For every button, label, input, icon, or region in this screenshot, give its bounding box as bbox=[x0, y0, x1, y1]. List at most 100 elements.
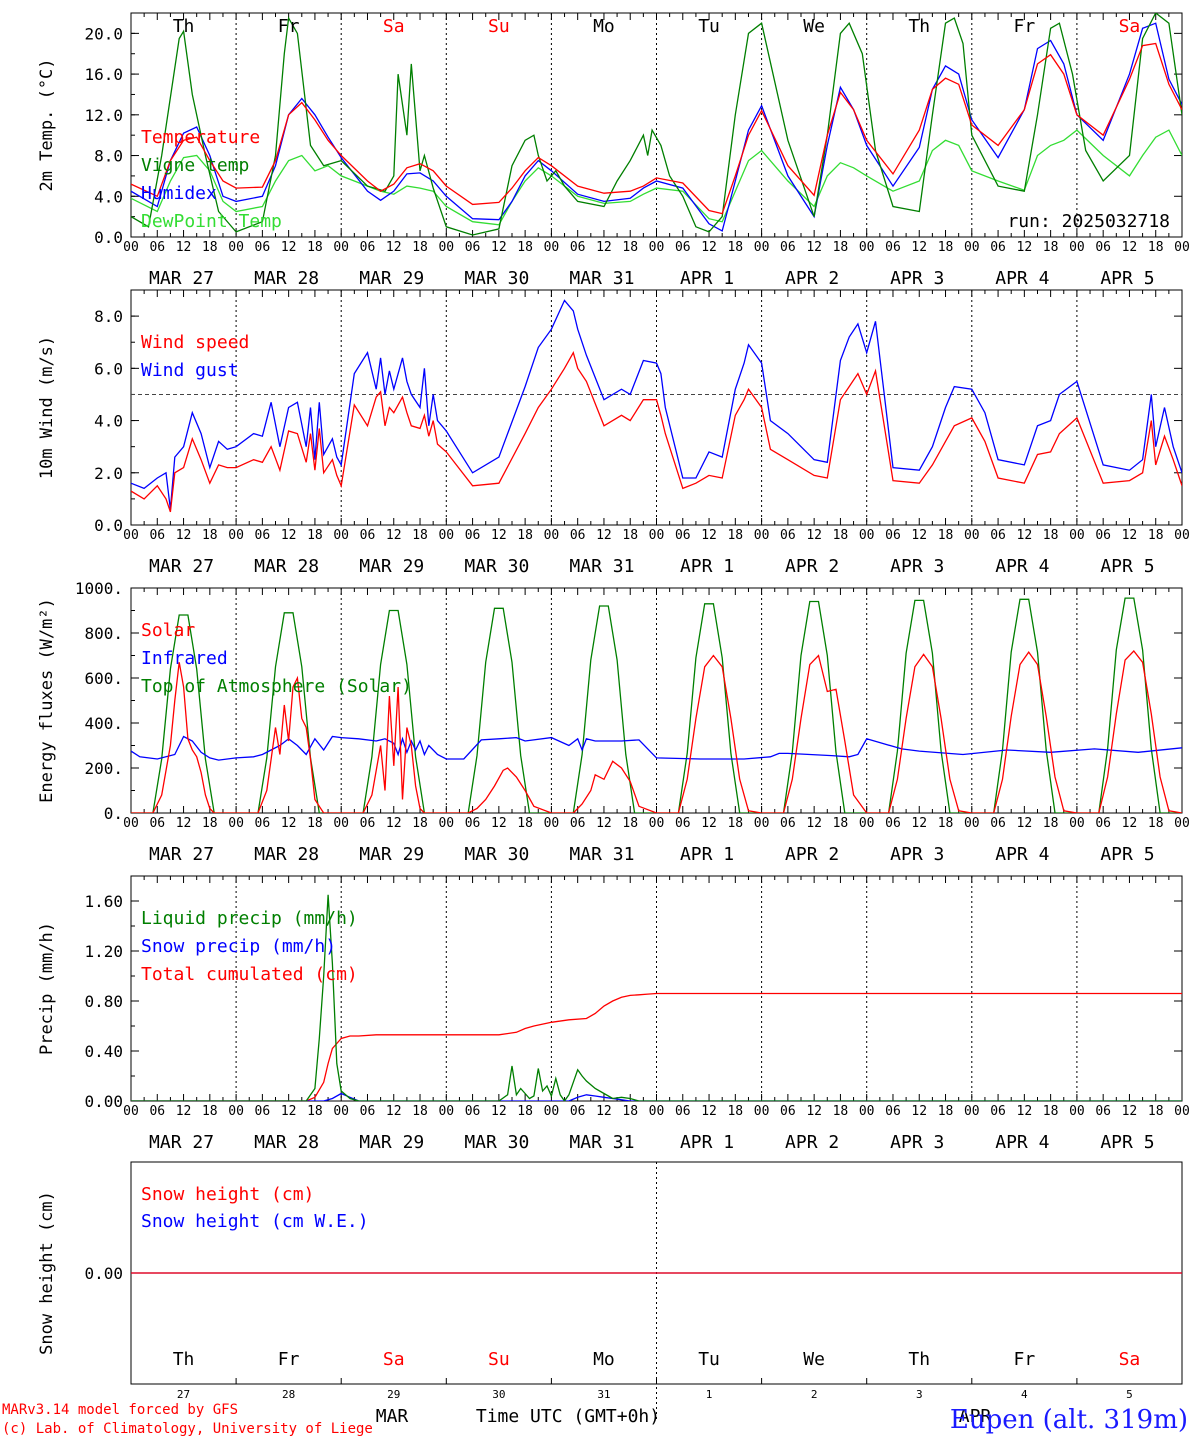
date-label: MAR 28 bbox=[254, 1132, 319, 1153]
hour-label: 00 bbox=[123, 240, 139, 255]
hour-label: 12 bbox=[281, 816, 297, 831]
series-line-wind-gust bbox=[131, 299, 1182, 510]
legend-snow-precip-mm-h-: Snow precip (mm/h) bbox=[141, 936, 336, 957]
hour-label: 06 bbox=[675, 528, 691, 543]
hour-label: 00 bbox=[228, 240, 244, 255]
hour-label: 12 bbox=[386, 1104, 402, 1119]
hour-label: 18 bbox=[727, 816, 743, 831]
hour-label: 18 bbox=[307, 816, 323, 831]
hour-label: 12 bbox=[176, 528, 192, 543]
hour-label: 12 bbox=[1017, 240, 1033, 255]
hour-label: 00 bbox=[964, 240, 980, 255]
month-label: APR bbox=[959, 1406, 992, 1427]
hour-label: 00 bbox=[333, 816, 349, 831]
day-name: Fr bbox=[278, 16, 300, 37]
day-name: Fr bbox=[1014, 1349, 1036, 1370]
hour-label: 12 bbox=[911, 528, 927, 543]
hour-label: 12 bbox=[1122, 1104, 1138, 1119]
y-tick-label: 1.20 bbox=[84, 942, 123, 961]
hour-label: 12 bbox=[1122, 816, 1138, 831]
hour-label: 00 bbox=[333, 240, 349, 255]
hour-label: 06 bbox=[149, 240, 165, 255]
date-label: MAR 28 bbox=[254, 556, 319, 577]
y-tick-label: 0.40 bbox=[84, 1042, 123, 1061]
y-tick-label: 20.0 bbox=[84, 24, 123, 43]
hour-label: 00 bbox=[649, 240, 665, 255]
hour-label: 06 bbox=[360, 240, 376, 255]
hour-label: 18 bbox=[938, 1104, 954, 1119]
y-tick-label: 0. bbox=[104, 804, 123, 823]
hour-label: 12 bbox=[911, 1104, 927, 1119]
date-label: MAR 29 bbox=[359, 556, 424, 577]
hour-label: 00 bbox=[649, 816, 665, 831]
date-label: APR 1 bbox=[680, 1132, 734, 1153]
hour-label: 00 bbox=[123, 528, 139, 543]
y-axis-label: Snow height (cm) bbox=[37, 1191, 57, 1355]
day-name: Tu bbox=[698, 16, 720, 37]
date-label: APR 1 bbox=[680, 844, 734, 865]
y-tick-label: 800. bbox=[84, 624, 123, 643]
y-tick-label: 6.0 bbox=[94, 359, 123, 378]
hour-label: 18 bbox=[938, 816, 954, 831]
series-line-liquid-precip-mm-h- bbox=[131, 894, 1182, 1101]
hour-label: 12 bbox=[701, 528, 717, 543]
hour-label: 18 bbox=[622, 528, 638, 543]
hour-label: 12 bbox=[1122, 240, 1138, 255]
date-label: MAR 31 bbox=[569, 556, 634, 577]
hour-label: 18 bbox=[727, 240, 743, 255]
date-label: APR 2 bbox=[785, 556, 839, 577]
day-name: Su bbox=[488, 16, 510, 37]
y-tick-label: 4.0 bbox=[94, 412, 123, 431]
day-number: 31 bbox=[597, 1388, 610, 1401]
hour-label: 00 bbox=[1069, 528, 1085, 543]
date-label: MAR 30 bbox=[464, 556, 529, 577]
y-axis-label: 10m Wind (m/s) bbox=[37, 336, 57, 479]
hour-label: 12 bbox=[1017, 816, 1033, 831]
date-label: APR 3 bbox=[890, 844, 944, 865]
hour-label: 00 bbox=[649, 1104, 665, 1119]
hour-label: 12 bbox=[281, 528, 297, 543]
y-tick-label: 8.0 bbox=[94, 307, 123, 326]
hour-label: 00 bbox=[1174, 240, 1190, 255]
hour-label: 06 bbox=[885, 240, 901, 255]
y-tick-label: 0.0 bbox=[94, 228, 123, 247]
hour-label: 06 bbox=[465, 528, 481, 543]
hour-label: 06 bbox=[675, 1104, 691, 1119]
hour-label: 00 bbox=[1069, 816, 1085, 831]
hour-label: 12 bbox=[596, 528, 612, 543]
hour-label: 06 bbox=[675, 240, 691, 255]
hour-label: 12 bbox=[596, 1104, 612, 1119]
hour-label: 06 bbox=[675, 816, 691, 831]
hour-label: 00 bbox=[1174, 528, 1190, 543]
date-label: MAR 29 bbox=[359, 268, 424, 289]
y-axis-label: Precip (mm/h) bbox=[37, 922, 57, 1055]
hour-label: 06 bbox=[570, 1104, 586, 1119]
hour-label: 18 bbox=[517, 528, 533, 543]
day-number: 29 bbox=[387, 1388, 400, 1401]
hour-label: 18 bbox=[1148, 528, 1164, 543]
hour-label: 18 bbox=[307, 528, 323, 543]
day-name: Th bbox=[173, 1349, 195, 1370]
hour-label: 00 bbox=[1069, 1104, 1085, 1119]
panel-snow: 0.00 Snow height (cm) Snow height (cm) Snow… bbox=[37, 1161, 1183, 1427]
hour-label: 12 bbox=[176, 240, 192, 255]
hour-label: 00 bbox=[859, 816, 875, 831]
panel-precip: 00 06 12 18 00 06 12 18 00 06 12 18 00 06 12 18 00 06 12 18… bbox=[37, 875, 1190, 1153]
series-line-humidex bbox=[131, 22, 1182, 232]
hour-label: 12 bbox=[491, 1104, 507, 1119]
day-name: Fr bbox=[278, 1349, 300, 1370]
hour-label: 12 bbox=[386, 528, 402, 543]
hour-label: 06 bbox=[885, 528, 901, 543]
y-tick-label: 0.00 bbox=[84, 1092, 123, 1111]
hour-label: 06 bbox=[885, 1104, 901, 1119]
hour-label: 18 bbox=[1148, 1104, 1164, 1119]
day-number: 3 bbox=[916, 1388, 923, 1401]
hour-label: 18 bbox=[938, 528, 954, 543]
day-name: Tu bbox=[698, 1349, 720, 1370]
station-label: Eupen (alt. 319m) bbox=[950, 1405, 1188, 1435]
hour-label: 18 bbox=[202, 1104, 218, 1119]
hour-label: 18 bbox=[517, 816, 533, 831]
y-tick-label: 16.0 bbox=[84, 65, 123, 84]
hour-label: 00 bbox=[1174, 1104, 1190, 1119]
